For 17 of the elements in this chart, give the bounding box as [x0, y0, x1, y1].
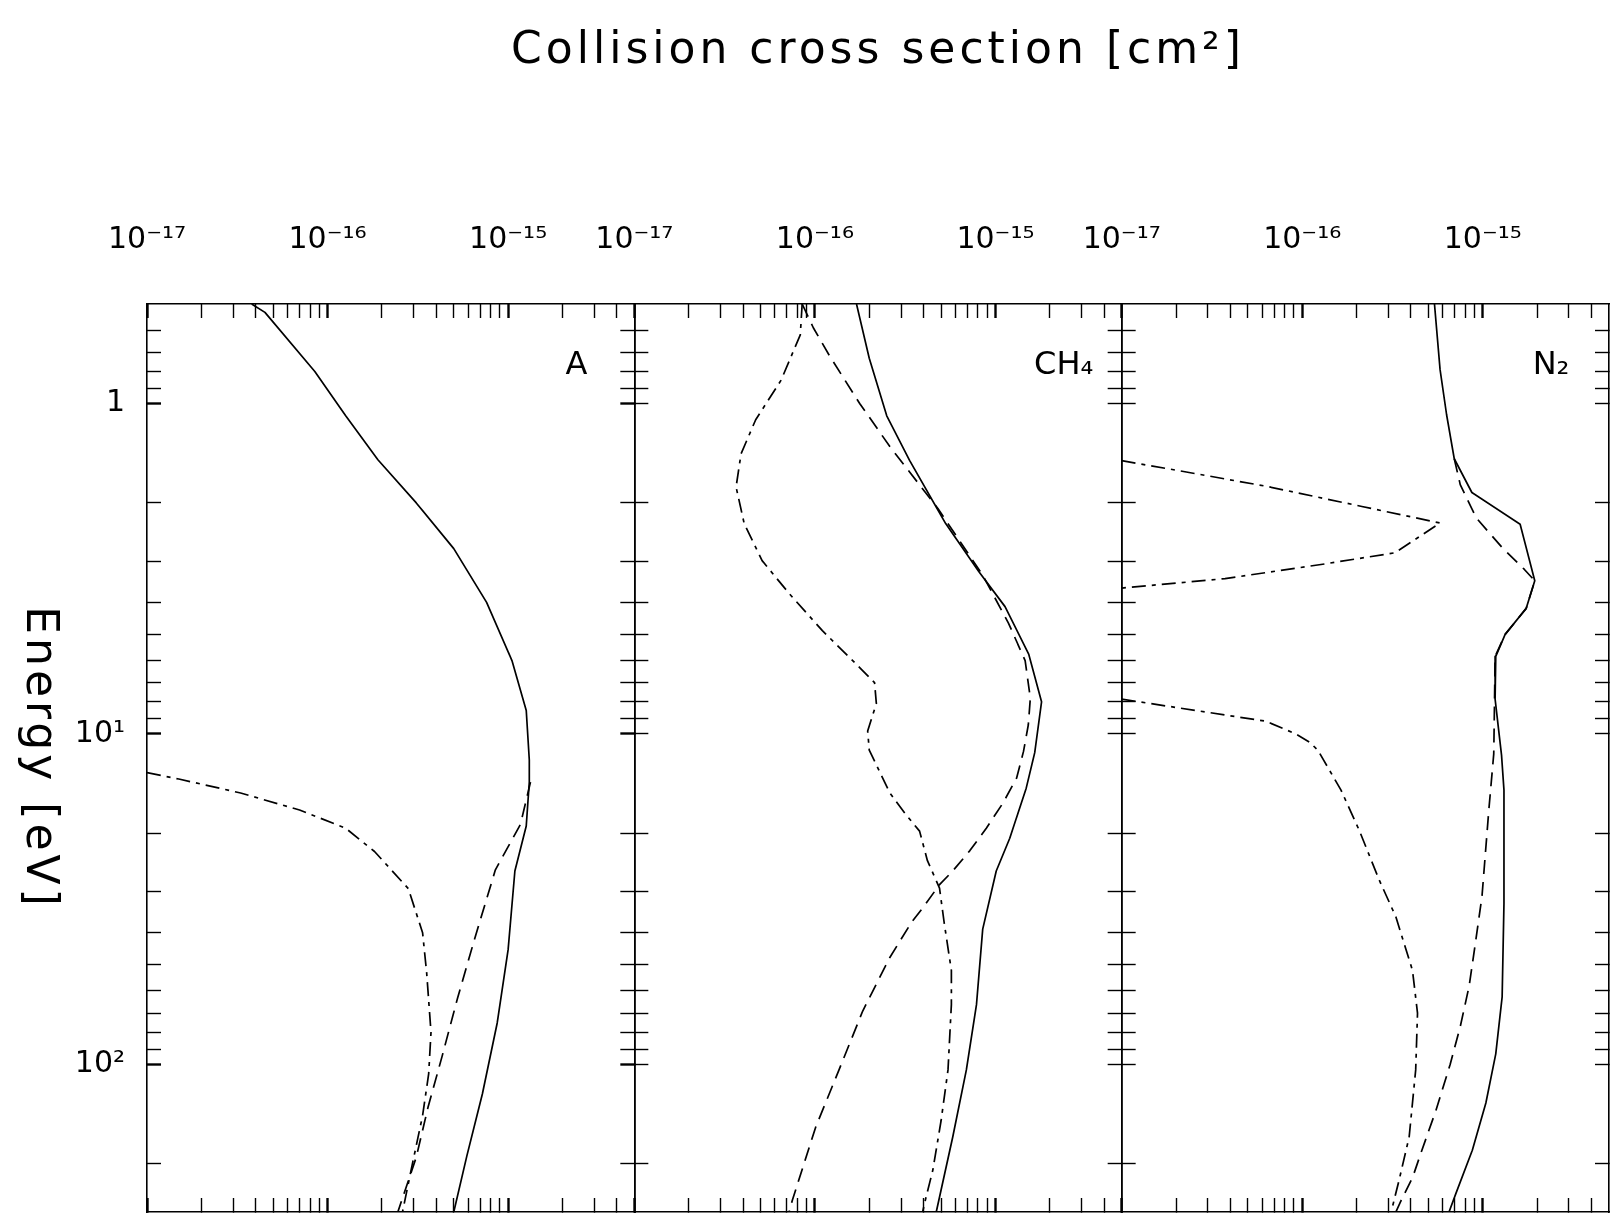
x-tick-label: 10⁻¹⁶ [775, 219, 854, 255]
x-tick-label: 10⁻¹⁷ [595, 219, 674, 255]
annotation: N₂ [1532, 344, 1570, 383]
x-tick-label: 10⁻¹⁵ [469, 219, 548, 255]
y-tick-label: 1 [105, 383, 125, 419]
y-axis-title: Energy [eV] [17, 606, 68, 910]
x-tick-label: 10⁻¹⁶ [288, 219, 367, 255]
x-axis-title: Collision cross section [cm²] [511, 22, 1245, 73]
x-tick-label: 10⁻¹⁷ [1082, 219, 1161, 255]
y-tick-label: 10² [74, 1044, 125, 1080]
x-tick-label: 10⁻¹⁷ [107, 219, 187, 255]
annotation: A [565, 344, 588, 383]
x-tick-label: 10⁻¹⁵ [1443, 219, 1522, 255]
annotation: CH₄ [1034, 344, 1094, 383]
x-tick-label: 10⁻¹⁶ [1263, 219, 1342, 255]
x-tick-label: 10⁻¹⁵ [956, 219, 1035, 255]
y-tick-label: 10¹ [74, 713, 125, 749]
